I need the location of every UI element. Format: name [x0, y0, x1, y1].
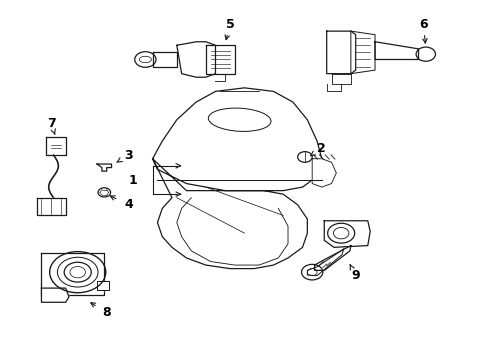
Polygon shape	[152, 53, 177, 67]
Polygon shape	[374, 42, 418, 59]
Polygon shape	[307, 249, 343, 276]
Polygon shape	[331, 74, 350, 84]
Text: 5: 5	[225, 18, 234, 31]
Text: 6: 6	[418, 18, 427, 31]
Polygon shape	[324, 221, 369, 247]
Text: 8: 8	[102, 306, 111, 319]
Polygon shape	[46, 138, 65, 155]
Polygon shape	[350, 31, 374, 74]
Polygon shape	[97, 164, 111, 171]
Polygon shape	[97, 281, 109, 290]
Polygon shape	[205, 45, 234, 74]
Text: 3: 3	[124, 149, 133, 162]
Polygon shape	[314, 246, 350, 270]
Polygon shape	[311, 159, 336, 187]
Polygon shape	[41, 253, 104, 295]
Text: 1: 1	[129, 174, 138, 186]
Text: 9: 9	[351, 269, 359, 282]
Polygon shape	[41, 288, 69, 302]
Polygon shape	[177, 42, 215, 77]
Text: 4: 4	[124, 198, 133, 211]
Text: 2: 2	[317, 141, 325, 154]
Polygon shape	[37, 198, 65, 215]
Polygon shape	[152, 88, 321, 269]
Text: 7: 7	[47, 117, 55, 130]
Polygon shape	[326, 31, 355, 74]
